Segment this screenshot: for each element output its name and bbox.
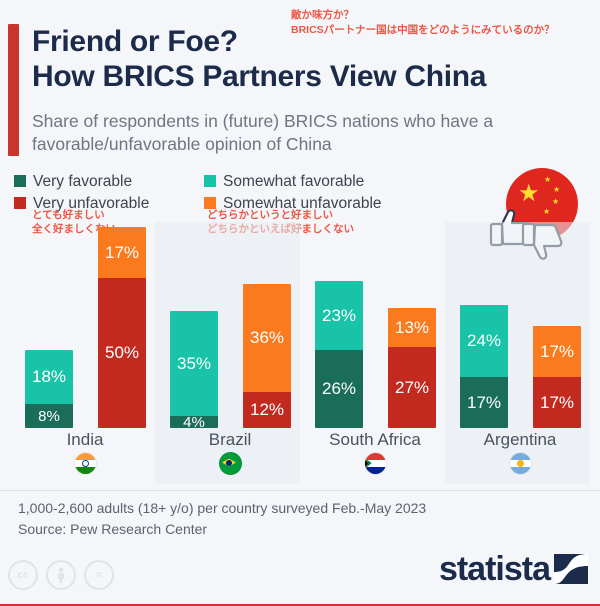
legend-row-favorable: Very favorable Somewhat favorable <box>14 170 434 192</box>
bar-india-unfavorable[interactable]: 17% 50% <box>98 227 146 428</box>
bars-argentina: 24% 17% 17% 17% <box>440 222 600 428</box>
japanese-note-very-unfavorable: 全く好ましくない <box>32 223 116 235</box>
china-star-small-4-icon: ★ <box>543 207 551 216</box>
bar-brazil-favorable[interactable]: 35% 4% <box>170 311 218 428</box>
flag-india <box>5 452 165 475</box>
cc-by-person-icon[interactable] <box>46 560 76 590</box>
bar-argentina-unfavorable[interactable]: 17% 17% <box>533 326 581 428</box>
footnote-line-1: 1,000-2,600 adults (18+ y/o) per country… <box>18 500 427 516</box>
footnote-line-2: Source: Pew Research Center <box>18 521 208 537</box>
chart-group-south-africa[interactable]: 23% 26% 13% 27% South Africa <box>295 222 455 484</box>
statista-mark-icon <box>554 554 588 584</box>
seg-south-africa-very-favorable: 26% <box>315 350 363 428</box>
legend-label-somewhat-favorable: Somewhat favorable <box>223 172 365 190</box>
chart-legend: Very favorable Somewhat favorable Very u… <box>14 170 434 214</box>
chart-group-india[interactable]: 18% 8% 17% 50% India <box>5 222 165 484</box>
seg-argentina-very-unfavorable: 17% <box>533 377 581 428</box>
seg-argentina-somewhat-favorable: 24% <box>460 305 508 377</box>
china-star-small-2-icon: ★ <box>553 185 561 194</box>
seg-india-very-unfavorable: 50% <box>98 278 146 428</box>
title-accent-bar <box>8 24 19 156</box>
statista-logo[interactable]: statista <box>439 552 588 586</box>
country-label-south-africa: South Africa <box>329 430 421 449</box>
cc-nd-equals-icon[interactable]: = <box>84 560 114 590</box>
creative-commons-icons: cc = <box>8 560 114 590</box>
seg-argentina-somewhat-unfavorable: 17% <box>533 326 581 377</box>
chart-group-brazil[interactable]: 35% 4% 36% 12% Brazil <box>150 222 310 484</box>
seg-india-somewhat-favorable: 18% <box>25 350 73 404</box>
bar-india-favorable[interactable]: 18% 8% <box>25 350 73 428</box>
china-star-large-icon: ★ <box>518 180 540 207</box>
legend-label-somewhat-unfavorable: Somewhat unfavorable <box>223 194 382 212</box>
legend-label-very-favorable: Very favorable <box>33 172 133 190</box>
bar-brazil-unfavorable[interactable]: 36% 12% <box>243 284 291 428</box>
seg-brazil-somewhat-favorable: 35% <box>170 311 218 416</box>
country-label-india: India <box>66 430 104 449</box>
bars-india: 18% 8% 17% 50% <box>5 222 165 428</box>
title-line-2: How BRICS Partners View China <box>32 60 487 93</box>
statista-wordmark: statista <box>438 550 551 588</box>
legend-swatch-somewhat-favorable <box>204 175 216 187</box>
japanese-headline-line-2: BRICSパートナー国は中国をどのようにみているのか？ <box>291 24 555 36</box>
bar-south-africa-favorable[interactable]: 23% 26% <box>315 281 363 428</box>
seg-brazil-somewhat-unfavorable: 36% <box>243 284 291 392</box>
chart-group-argentina[interactable]: 24% 17% 17% 17% Argentina <box>440 222 600 484</box>
japanese-note-somewhat-favorable: どちらかというと好ましい <box>207 209 333 221</box>
legend-row-unfavorable: Very unfavorable Somewhat unfavorable <box>14 192 434 214</box>
legend-swatch-very-unfavorable <box>14 197 26 209</box>
legend-swatch-somewhat-unfavorable <box>204 197 216 209</box>
footer-divider <box>0 490 600 491</box>
legend-item-very-unfavorable[interactable]: Very unfavorable <box>14 195 204 212</box>
page-title: Friend or Foe? How BRICS Partners View C… <box>32 24 600 94</box>
bars-brazil: 35% 4% 36% 12% <box>150 222 310 428</box>
country-label-argentina: Argentina <box>483 430 557 449</box>
flag-brazil <box>150 452 310 475</box>
japanese-headline-annotation: 敵か味方か？ BRICSパートナー国は中国をどのようにみているのか？ <box>291 8 599 38</box>
seg-brazil-very-favorable: 4% <box>170 414 218 428</box>
cc-icon[interactable]: cc <box>8 560 38 590</box>
seg-brazil-very-unfavorable: 12% <box>243 392 291 428</box>
seg-south-africa-very-unfavorable: 27% <box>388 347 436 428</box>
bars-south-africa: 23% 26% 13% 27% <box>295 222 455 428</box>
seg-south-africa-somewhat-favorable: 23% <box>315 281 363 350</box>
south-africa-flag-icon <box>363 452 387 475</box>
bar-south-africa-unfavorable[interactable]: 13% 27% <box>388 308 436 428</box>
footnote: 1,000-2,600 adults (18+ y/o) per country… <box>18 498 578 540</box>
japanese-headline-line-1: 敵か味方か？ <box>291 9 354 21</box>
legend-item-somewhat-unfavorable[interactable]: Somewhat unfavorable <box>204 195 382 212</box>
china-star-small-1-icon: ★ <box>544 175 552 184</box>
brazil-flag-icon <box>218 452 242 475</box>
title-line-1: Friend or Foe? <box>32 25 238 58</box>
country-label-brazil: Brazil <box>208 430 252 449</box>
seg-south-africa-somewhat-unfavorable: 13% <box>388 308 436 347</box>
india-flag-icon <box>73 452 97 475</box>
legend-item-somewhat-favorable[interactable]: Somewhat favorable <box>204 173 364 190</box>
legend-item-very-favorable[interactable]: Very favorable <box>14 173 204 190</box>
flag-argentina <box>440 452 600 475</box>
argentina-flag-icon <box>508 452 532 475</box>
seg-india-somewhat-unfavorable: 17% <box>98 227 146 278</box>
china-star-small-3-icon: ★ <box>552 197 560 206</box>
legend-swatch-very-favorable <box>14 175 26 187</box>
footer-accent-line <box>0 604 600 606</box>
grouped-stacked-bar-chart: 18% 8% 17% 50% India <box>0 222 600 487</box>
flag-south-africa <box>295 452 455 475</box>
legend-label-very-unfavorable: Very unfavorable <box>33 194 150 212</box>
page-subtitle: Share of respondents in (future) BRICS n… <box>32 111 494 154</box>
bar-argentina-favorable[interactable]: 24% 17% <box>460 305 508 428</box>
seg-india-very-favorable: 8% <box>25 404 73 428</box>
seg-argentina-very-favorable: 17% <box>460 377 508 428</box>
japanese-note-very-favorable: とても好ましい <box>32 209 105 221</box>
